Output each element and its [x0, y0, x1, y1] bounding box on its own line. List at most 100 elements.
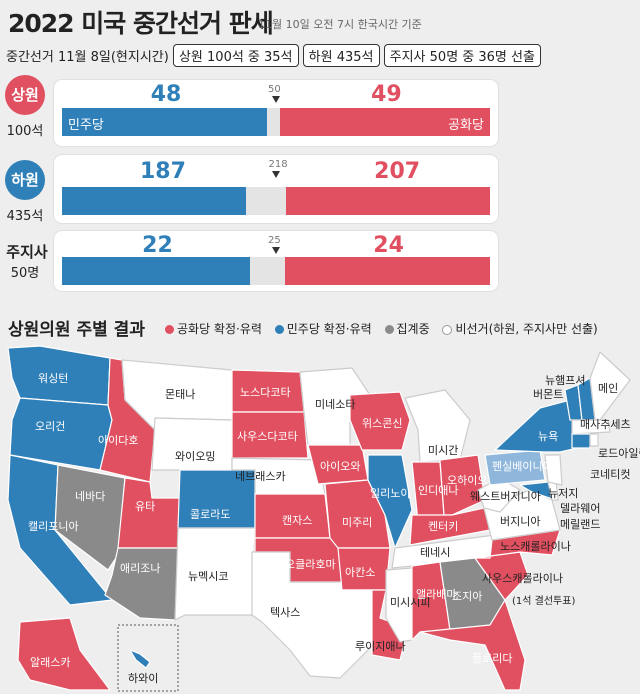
state-sd: [231, 411, 309, 459]
senate-rep-count: 49: [371, 82, 402, 107]
label-nm: 뉴멕시코: [188, 570, 228, 583]
label-ut: 유타: [135, 500, 155, 513]
label-mo: 미주리: [342, 516, 372, 529]
state-ma: [571, 419, 611, 435]
governor-rep-count: 24: [373, 233, 404, 258]
legend-counting-dot: [384, 325, 394, 334]
map-title: 상원의원 주별 결과: [8, 320, 145, 340]
state-nv: [54, 464, 126, 571]
state-wi: [349, 391, 411, 451]
governor-total: 50명: [10, 266, 40, 281]
ga-runoff-note: (1석 결선투표): [512, 595, 575, 607]
state-me: [589, 351, 631, 421]
label-nc: 노스캐롤라이나: [500, 540, 571, 553]
label-id: 아이다호: [98, 434, 138, 447]
label-az: 애리조나: [120, 562, 160, 575]
label-nv: 네바다: [75, 490, 105, 503]
label-de: 델라웨어: [560, 502, 600, 515]
label-ky: 켄터키: [428, 520, 458, 533]
label-tx: 텍사스: [270, 606, 300, 619]
map-legend: 공화당 확정·유력 민주당 확정·유력 집계중 비선거(하원, 주지사만 선출): [165, 320, 607, 337]
label-md: 메릴랜드: [560, 518, 600, 531]
state-az: [104, 547, 179, 621]
label-tn: 테네시: [420, 546, 450, 559]
label-me: 메인: [598, 382, 618, 395]
label-mn: 미네소타: [315, 398, 355, 411]
state-ut: [117, 477, 181, 549]
label-al: 앨라배마: [416, 588, 456, 601]
state-fl: [419, 599, 526, 691]
label-ks: 캔자스: [282, 514, 312, 527]
state-ny: [494, 399, 579, 453]
label-ne: 네브래스카: [235, 470, 286, 483]
governor-dem-bar: [62, 257, 251, 285]
state-ak: [17, 617, 111, 691]
label-wv: 웨스트버지니아: [470, 490, 541, 503]
label-hi: 하와이: [128, 671, 158, 685]
governor-majority-label: 25: [268, 235, 281, 246]
legend-none: 비선거(하원, 주지사만 선출): [442, 322, 598, 336]
label-fl: 플로리다: [472, 652, 512, 665]
election-info: 중간선거 11월 8일(현지시간) 상원 100석 중 35석 하원 435석 …: [6, 44, 541, 67]
governor-dem-count: 22: [142, 233, 173, 258]
label-il: 일리노이: [370, 486, 410, 500]
label-la: 루이지애나: [355, 640, 406, 653]
label-mt: 몬태나: [165, 388, 195, 401]
label-ga: 조지아: [452, 590, 482, 603]
label-mi: 미시간: [428, 444, 458, 457]
label-ak: 알래스카: [30, 655, 70, 669]
legend-dem: 민주당 확정·유력: [274, 322, 372, 336]
senate-total: 100석: [6, 124, 44, 139]
senate-majority-marker: [272, 96, 280, 103]
inset-border: [117, 624, 179, 692]
house-dem-count: 187: [139, 159, 186, 184]
governor-rep-bar: [284, 257, 490, 285]
label-ma: 매사추세츠: [580, 418, 631, 431]
governor-pill: 주지사 50명 중 36명 선출: [383, 44, 541, 67]
house-pill: 하원 435석: [302, 44, 380, 67]
label-pa: 펜실베이니아: [492, 460, 553, 473]
state-mn: [299, 367, 373, 446]
house-badge: 하원: [5, 160, 45, 200]
timestamp: 11월 10일 오전 7시 한국시간 기준: [258, 18, 422, 31]
label-oh: 오하이오: [447, 473, 487, 487]
legend-none-label: 비선거(하원, 주지사만 선출): [455, 322, 598, 336]
state-ct: [571, 433, 591, 449]
label-nd: 노스다코타: [240, 386, 291, 399]
legend-none-dot: [442, 324, 453, 335]
legend-counting-label: 집계중: [396, 322, 430, 336]
label-nj: 뉴저지: [548, 487, 578, 500]
label-sd: 사우스다코타: [237, 430, 298, 443]
state-ms: [385, 567, 413, 643]
legend-dem-label: 민주당 확정·유력: [286, 322, 372, 336]
senate-rep-bar: 공화당: [280, 108, 490, 136]
election-label: 중간선거 11월 8일(현지시간): [6, 50, 169, 65]
senate-badge: 상원: [5, 75, 45, 115]
label-ok: 오클라호마: [285, 558, 336, 571]
state-hi: [129, 649, 151, 669]
governor-panel: 22 24 25: [54, 231, 498, 291]
house-dem-bar: [62, 187, 246, 215]
label-sc: 사우스캐롤라이나: [482, 572, 563, 585]
label-ct: 코네티컷: [590, 468, 630, 481]
senate-majority-label: 50: [268, 84, 281, 95]
state-oh: [439, 454, 486, 516]
senate-pill: 상원 100석 중 35석: [172, 44, 299, 67]
state-nm: [174, 527, 256, 621]
house-total: 435석: [6, 209, 44, 224]
label-ca: 캘리포니아: [28, 520, 79, 533]
label-wi: 위스콘신: [362, 417, 402, 430]
label-in: 인디애나: [418, 484, 458, 497]
house-rep-count: 207: [374, 159, 421, 184]
senate-dem-bar: 민주당: [62, 108, 268, 136]
legend-rep-dot: [165, 325, 174, 334]
label-vt: 버몬트: [533, 388, 563, 401]
label-wy: 와이오밍: [175, 450, 215, 463]
governor-badge: 주지사: [6, 243, 48, 261]
page-title: 2022 미국 중간선거 판세: [8, 9, 274, 38]
senate-dem-label: 민주당: [68, 118, 104, 133]
senate-panel: 48 49 50 민주당 공화당: [54, 80, 498, 146]
senate-rep-label: 공화당: [448, 118, 484, 133]
house-panel: 187 207 218: [54, 155, 498, 223]
label-ri: 로드아일랜드: [598, 446, 640, 460]
